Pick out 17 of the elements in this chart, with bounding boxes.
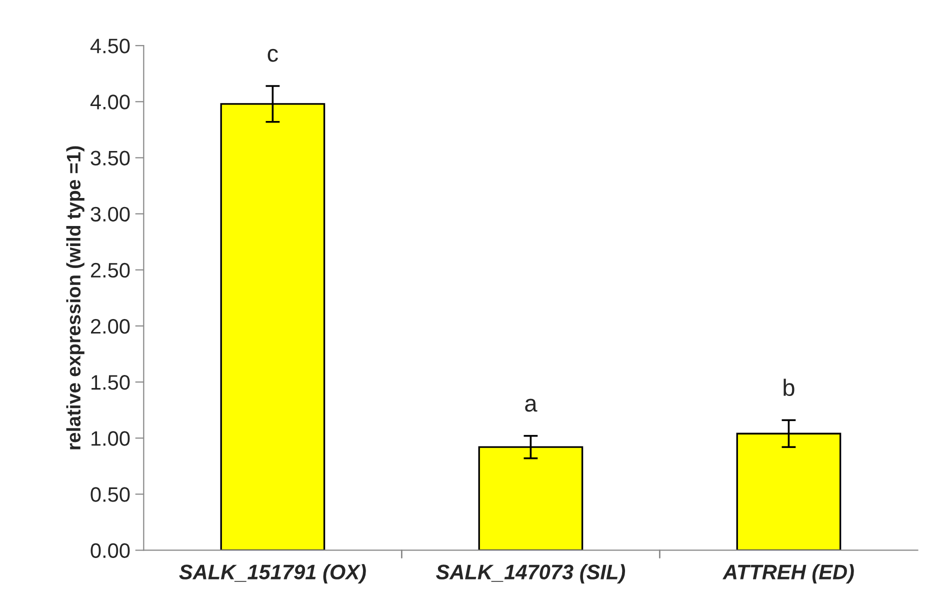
x-tick-label: SALK_151791 (OX)	[179, 564, 366, 584]
y-tick-label: 0.50	[90, 487, 130, 502]
y-tick-label: 2.00	[90, 318, 130, 334]
y-tick-label: 1.00	[92, 431, 130, 446]
x-tick-label: SALK_147073 (SIL)	[436, 564, 626, 584]
y-tick-label: 3.00	[90, 206, 130, 222]
annotation: c	[268, 48, 278, 62]
y-tick-label: 0.00	[90, 543, 130, 558]
x-tick-label: ATTREH (ED)	[722, 564, 854, 584]
y-tick-label: 2.50	[90, 262, 130, 278]
annotation: a	[525, 398, 538, 412]
y-tick-label: 4.00	[90, 94, 130, 110]
annotation: b	[784, 378, 794, 396]
y-tick-label: 3.50	[90, 150, 130, 166]
y-axis-title: relative expression (wild type =1)	[66, 146, 84, 450]
y-tick-label: 4.50	[90, 38, 130, 54]
y-tick-label: 1.50	[92, 375, 130, 390]
